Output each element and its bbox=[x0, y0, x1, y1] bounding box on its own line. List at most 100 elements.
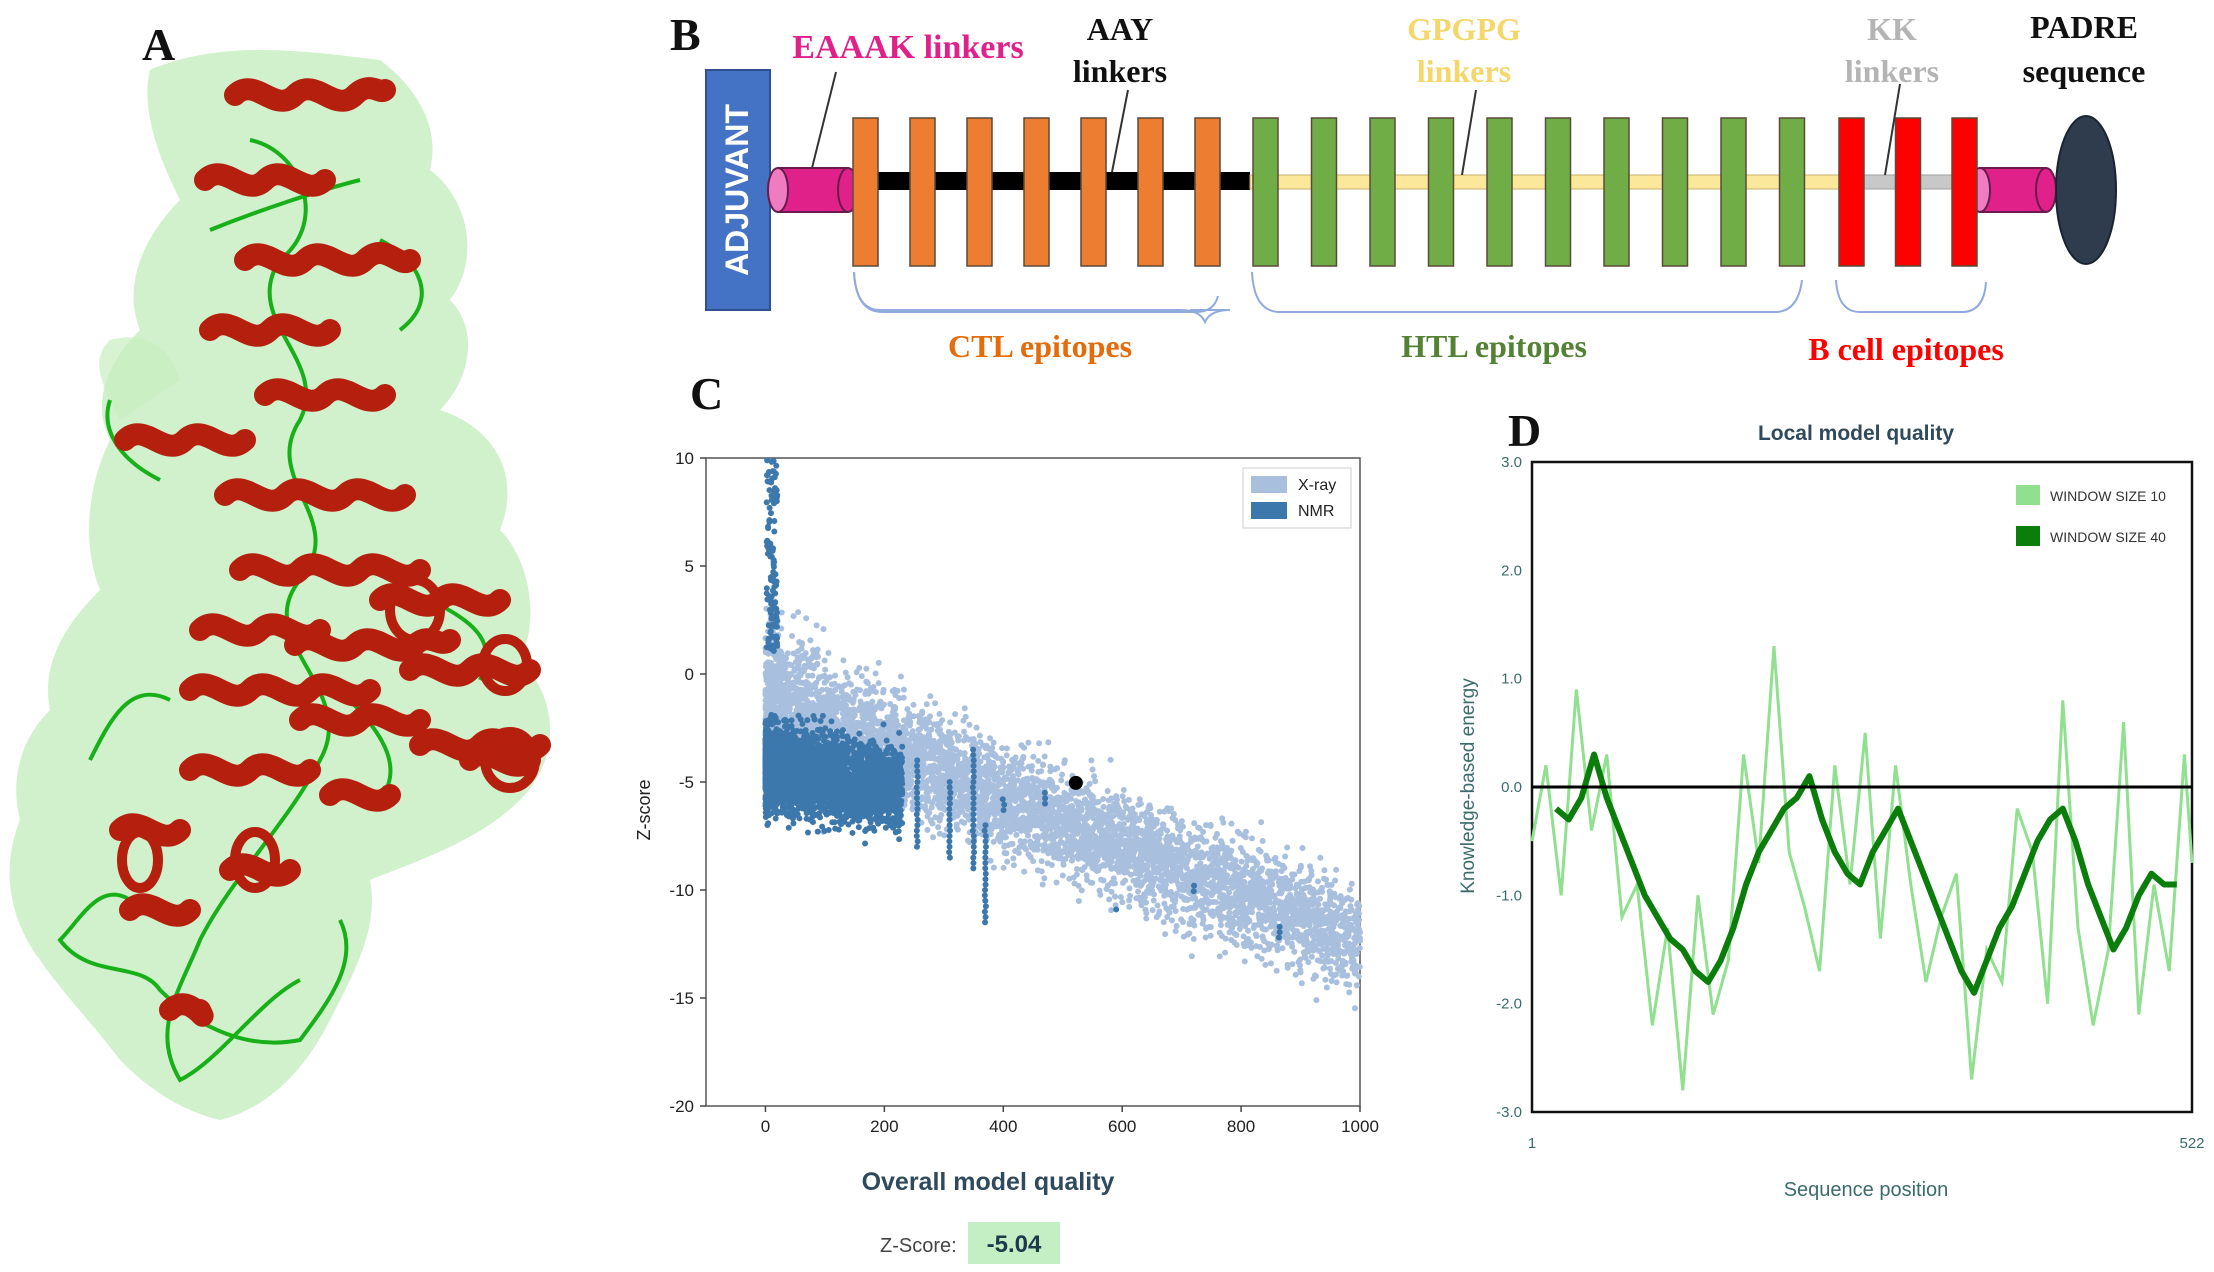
xray-point bbox=[1034, 846, 1041, 853]
xray-point bbox=[1045, 739, 1052, 746]
xray-point bbox=[797, 679, 804, 686]
xray-point bbox=[1110, 813, 1117, 820]
xray-point bbox=[1356, 945, 1363, 952]
xray-point bbox=[802, 703, 809, 710]
xray-point bbox=[1092, 778, 1099, 785]
xray-point bbox=[966, 839, 973, 846]
xray-point bbox=[1050, 808, 1057, 815]
bcell-epitope-block bbox=[1838, 117, 1865, 267]
xray-point bbox=[1298, 886, 1305, 893]
xray-point bbox=[1175, 821, 1182, 828]
xray-point bbox=[984, 791, 991, 798]
aay-label-line1: AAY bbox=[1087, 11, 1153, 47]
xray-point bbox=[947, 719, 954, 726]
xray-point bbox=[820, 626, 827, 633]
xray-point bbox=[801, 662, 808, 669]
xray-point bbox=[1068, 857, 1075, 864]
xray-point bbox=[1184, 856, 1191, 863]
xray-point bbox=[1091, 833, 1098, 840]
xray-point bbox=[863, 688, 870, 695]
htl-epitope-block bbox=[1486, 117, 1513, 267]
xray-point bbox=[1127, 857, 1134, 864]
xray-point bbox=[904, 784, 911, 791]
xray-point bbox=[782, 654, 789, 661]
xray-point bbox=[1169, 832, 1176, 839]
xray-point bbox=[1351, 935, 1358, 942]
xray-point bbox=[1317, 895, 1324, 902]
xray-point bbox=[1149, 890, 1156, 897]
xray-point bbox=[1320, 875, 1327, 882]
xray-point bbox=[1319, 888, 1326, 895]
xray-point bbox=[1192, 901, 1199, 908]
xray-point bbox=[1035, 757, 1042, 764]
xray-point bbox=[1044, 817, 1051, 824]
xray-point bbox=[908, 777, 915, 784]
xray-point bbox=[790, 650, 797, 657]
xray-point bbox=[990, 739, 997, 746]
xray-point bbox=[1354, 901, 1361, 908]
xray-point bbox=[914, 735, 921, 742]
xray-point bbox=[814, 661, 821, 668]
xray-point bbox=[930, 834, 937, 841]
xray-point bbox=[1100, 877, 1107, 884]
xray-point bbox=[1303, 929, 1310, 936]
htl-epitope-block bbox=[1661, 117, 1689, 267]
xray-point bbox=[1015, 771, 1022, 778]
xray-point bbox=[1156, 908, 1163, 915]
xray-point bbox=[868, 688, 875, 695]
xray-point bbox=[905, 753, 912, 760]
xray-point bbox=[1293, 890, 1300, 897]
xray-point bbox=[1048, 784, 1055, 791]
xray-point bbox=[1082, 800, 1089, 807]
xray-point bbox=[1135, 888, 1142, 895]
xray-point bbox=[1298, 980, 1305, 987]
xray-point bbox=[1215, 860, 1222, 867]
xray-point bbox=[819, 673, 826, 680]
xray-point bbox=[1074, 800, 1081, 807]
ctl-epitope-block bbox=[966, 117, 993, 267]
xray-point bbox=[1110, 827, 1117, 834]
xray-point bbox=[1138, 902, 1145, 909]
xray-point bbox=[1145, 804, 1152, 811]
xray-point bbox=[803, 615, 810, 622]
xray-point bbox=[977, 819, 984, 826]
xray-point bbox=[1332, 950, 1339, 957]
ctl-epitope-block bbox=[852, 117, 879, 267]
xray-point bbox=[1254, 953, 1261, 960]
xray-point bbox=[998, 788, 1005, 795]
xray-point bbox=[1320, 965, 1327, 972]
xray-point bbox=[1070, 810, 1077, 817]
bcell-brace bbox=[1835, 279, 1987, 313]
xray-point bbox=[1008, 766, 1015, 773]
xray-point bbox=[1185, 879, 1192, 886]
xray-point bbox=[997, 777, 1004, 784]
xray-point bbox=[990, 807, 997, 814]
xray-point bbox=[1116, 869, 1123, 876]
xray-point bbox=[1143, 872, 1150, 879]
xray-point bbox=[1035, 788, 1042, 795]
xray-point bbox=[1010, 862, 1017, 869]
xray-point bbox=[1039, 779, 1046, 786]
xray-point bbox=[1258, 867, 1265, 874]
xray-point bbox=[1175, 880, 1182, 887]
xray-point bbox=[1217, 922, 1224, 929]
xray-point bbox=[846, 680, 853, 687]
xray-point bbox=[1132, 870, 1139, 877]
xray-point bbox=[1107, 756, 1114, 763]
xray-point bbox=[1050, 819, 1057, 826]
xray-point bbox=[1262, 899, 1269, 906]
xray-point bbox=[999, 745, 1006, 752]
xray-point bbox=[1107, 847, 1114, 854]
xray-point bbox=[1146, 822, 1153, 829]
xray-point bbox=[1126, 897, 1133, 904]
xray-point bbox=[1191, 820, 1198, 827]
xray-point bbox=[1308, 867, 1315, 874]
xray-point bbox=[875, 680, 882, 687]
xray-point bbox=[1352, 969, 1359, 976]
xray-point bbox=[900, 717, 907, 724]
xray-point bbox=[826, 689, 833, 696]
xray-point bbox=[960, 737, 967, 744]
xray-point bbox=[1327, 965, 1334, 972]
xray-point bbox=[1028, 844, 1035, 851]
xray-point bbox=[910, 713, 917, 720]
